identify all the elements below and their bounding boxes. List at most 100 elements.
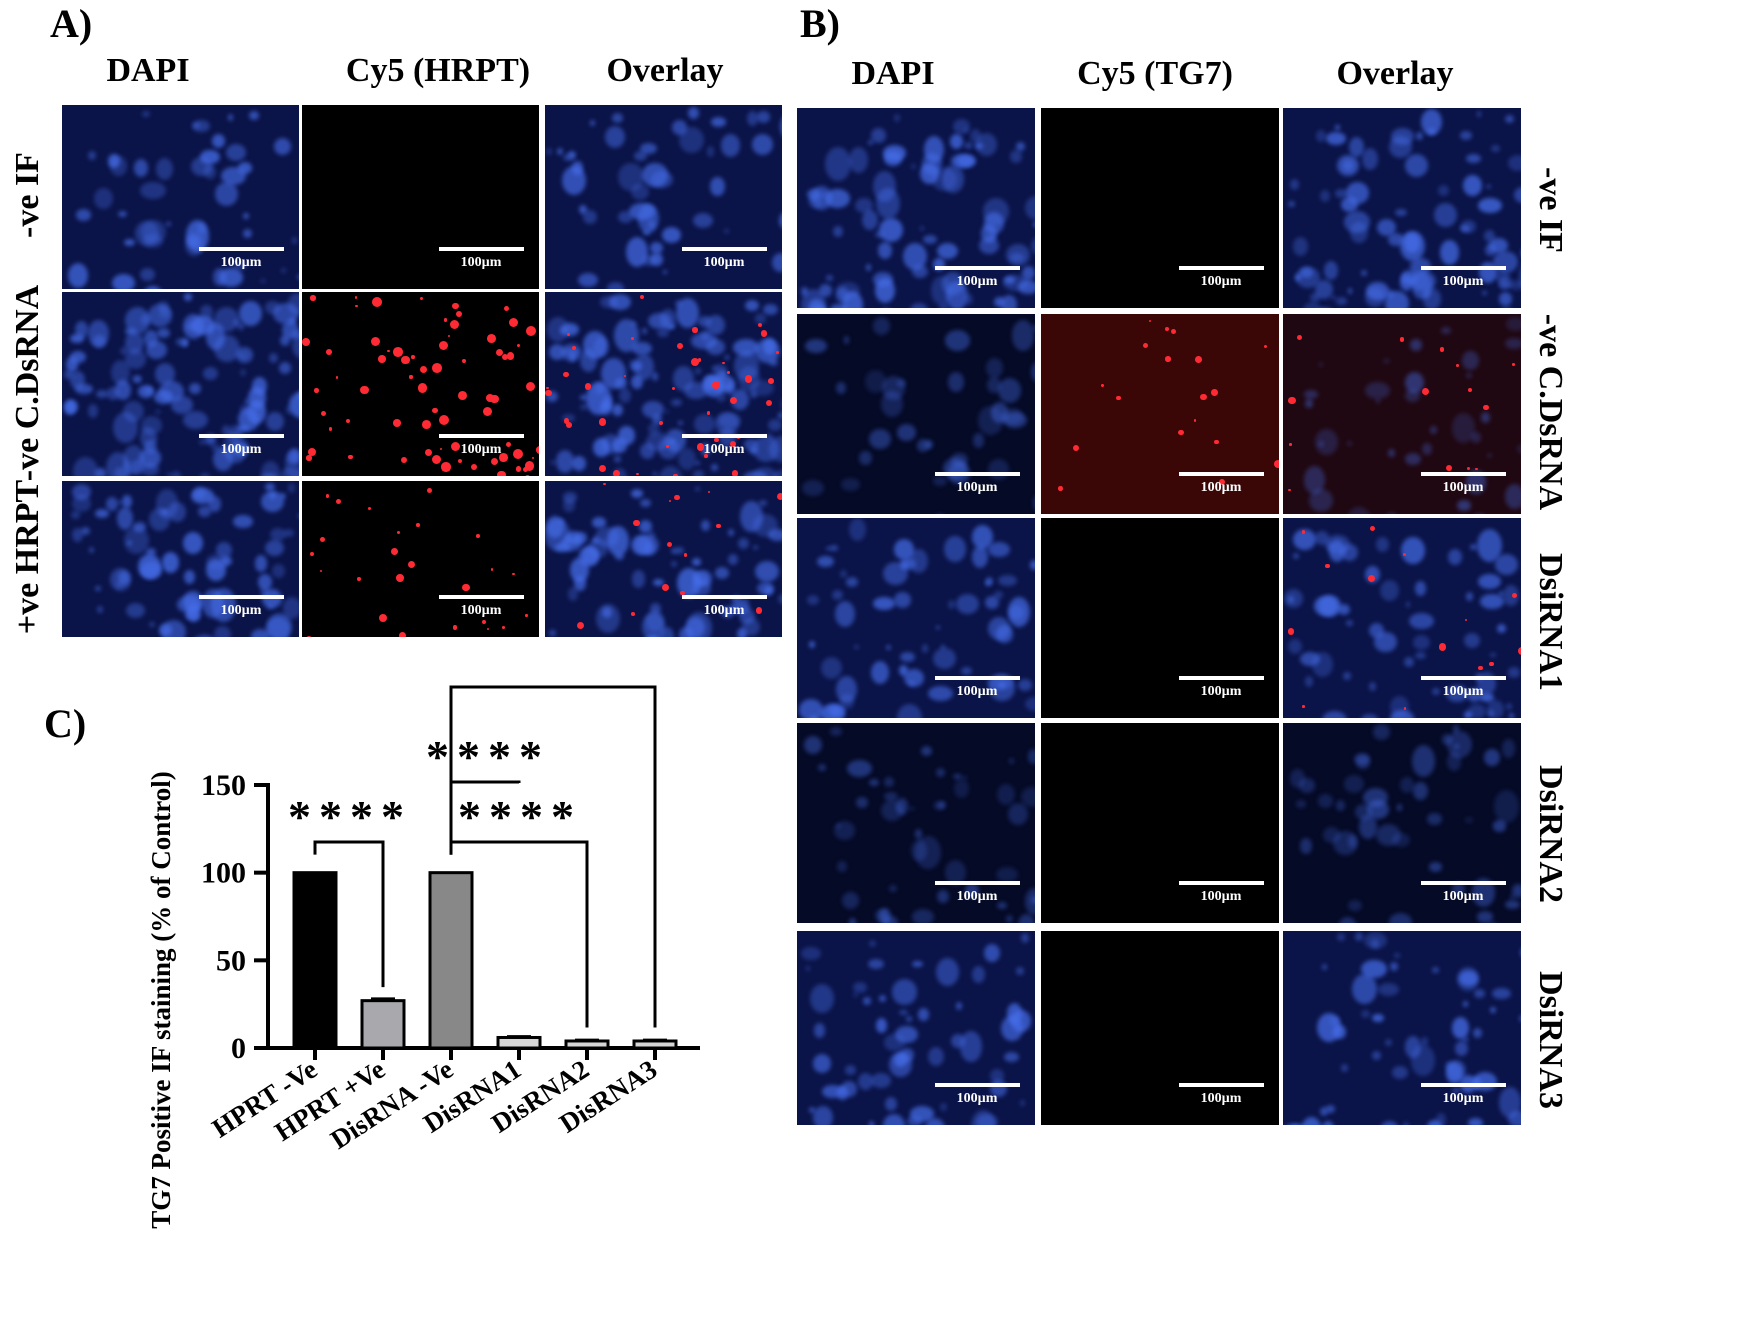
panel-a-tile-r3-c3: 100µm <box>545 481 782 637</box>
scale-bar <box>935 266 1020 270</box>
panel-b-tile-r4-c1: 100µm <box>797 723 1035 923</box>
panel-a-col-overlay: Overlay <box>606 52 724 89</box>
bar-hprt-ve <box>360 999 406 1050</box>
scale-bar-label: 100µm <box>1442 889 1484 904</box>
panel-b-col-cy5: Cy5 (TG7) <box>1077 55 1233 92</box>
panel-b-tile-r1-c2: 100µm <box>1041 108 1279 308</box>
scale-bar <box>1179 472 1264 476</box>
scale-bar-label: 100µm <box>1442 684 1484 699</box>
bar-disrna3 <box>632 1039 678 1050</box>
scale-bar <box>1179 1083 1264 1087</box>
scale-bar-label: 100µm <box>703 442 745 457</box>
panel-b-row-neg-if: -ve IF <box>1532 167 1569 253</box>
panel-b-tile-r2-c2: 100µm <box>1041 314 1279 514</box>
panel-b-row-neg-cdsrna: -ve C.DsRNA <box>1532 313 1569 511</box>
scale-bar-label: 100µm <box>956 274 998 289</box>
scale-bar <box>1421 676 1506 680</box>
panel-b-tile-r4-c2: 100µm <box>1041 723 1279 923</box>
panel-a-tile-r3-c2: 100µm <box>302 481 539 637</box>
panel-b-row-dsirna3: DsiRNA3 <box>1532 971 1569 1109</box>
scale-bar-label: 100µm <box>1200 274 1242 289</box>
scale-bar <box>1179 676 1264 680</box>
panel-a-tile-r1-c2: 100µm <box>302 105 539 289</box>
scale-bar-label: 100µm <box>460 603 502 618</box>
scale-bar <box>1421 1083 1506 1087</box>
scale-bar <box>439 434 524 438</box>
scale-bar-label: 100µm <box>1442 274 1484 289</box>
panel-b-tile-r3-c1: 100µm <box>797 518 1035 718</box>
scale-bar <box>199 434 284 438</box>
panel-a-tile-r2-c3: 100µm <box>545 292 782 476</box>
scale-bar-label: 100µm <box>956 1091 998 1106</box>
panel-a-row-neg-if: -ve IF <box>9 152 46 238</box>
panel-b-tile-r3-c3: 100µm <box>1283 518 1521 718</box>
scale-bar-label: 100µm <box>1200 684 1242 699</box>
scale-bar <box>682 434 767 438</box>
scale-bar-label: 100µm <box>220 442 262 457</box>
chart-axes: 0 50 100 150 <box>201 769 700 1065</box>
scale-bar <box>439 247 524 251</box>
significance-stars: **** <box>493 680 617 687</box>
bar-disrna1 <box>496 1035 542 1050</box>
panel-b-tile-r5-c2: 100µm <box>1041 931 1279 1125</box>
scale-bar-label: 100µm <box>1200 889 1242 904</box>
scale-bar <box>439 595 524 599</box>
scale-bar <box>935 881 1020 885</box>
panel-b-tile-r5-c3: 100µm <box>1283 931 1521 1125</box>
significance-brackets: **** **** **** **** <box>288 680 657 1028</box>
scale-bar-label: 100µm <box>703 603 745 618</box>
panel-b-tile-r2-c3: 100µm <box>1283 314 1521 514</box>
panel-a-label: A) <box>50 1 93 46</box>
panel-b-col-overlay: Overlay <box>1336 55 1454 92</box>
y-tick-label: 150 <box>201 769 246 802</box>
panel-b-tile-r1-c3: 100µm <box>1283 108 1521 308</box>
scale-bar-label: 100µm <box>1200 480 1242 495</box>
scale-bar <box>1421 266 1506 270</box>
scale-bar <box>1421 472 1506 476</box>
panel-b-tile-r5-c1: 100µm <box>797 931 1035 1125</box>
significance-stars: **** <box>426 731 550 782</box>
scale-bar <box>935 472 1020 476</box>
panel-b-label: B) <box>800 1 840 46</box>
bar-disrna2 <box>564 1039 610 1050</box>
scale-bar <box>1421 881 1506 885</box>
significance-bracket <box>313 840 385 988</box>
scale-bar <box>199 595 284 599</box>
panel-b-tile-r2-c1: 100µm <box>797 314 1035 514</box>
panel-a-col-cy5: Cy5 (HRPT) <box>345 52 531 89</box>
y-axis-label: TG7 Positive IF staining (% of Control) <box>146 771 176 1229</box>
scale-bar <box>1179 266 1264 270</box>
chart-bars <box>292 871 678 1050</box>
scale-bar-label: 100µm <box>220 255 262 270</box>
panel-a-tile-r1-c3: 100µm <box>545 105 782 289</box>
y-tick-label: 100 <box>201 857 246 890</box>
panel-b-col-dapi: DAPI <box>851 55 935 92</box>
significance-stars: **** <box>288 791 412 842</box>
scale-bar-label: 100µm <box>460 442 502 457</box>
panel-a-row-pos-hrpt: +ve HRPT <box>9 479 46 635</box>
panel-b-row-dsirna1: DsiRNA1 <box>1532 553 1569 691</box>
scale-bar-label: 100µm <box>956 889 998 904</box>
panel-a-tile-r2-c2: 100µm <box>302 292 539 476</box>
scale-bar-label: 100µm <box>1442 480 1484 495</box>
panel-a-tile-r2-c1: 100µm <box>62 292 299 476</box>
bar-hprt-ve <box>292 871 338 1050</box>
panel-a-row-neg-cdsrna: -ve C.DsRNA <box>9 284 46 482</box>
significance-bracket <box>449 685 657 1028</box>
panel-a-tile-r3-c1: 100µm <box>62 481 299 637</box>
scale-bar <box>1179 881 1264 885</box>
scale-bar-label: 100µm <box>460 255 502 270</box>
y-tick-label: 50 <box>216 944 246 977</box>
panel-b-tile-r4-c3: 100µm <box>1283 723 1521 923</box>
scale-bar <box>682 595 767 599</box>
panel-c-label: C) <box>44 701 87 746</box>
scale-bar-label: 100µm <box>703 255 745 270</box>
scale-bar <box>682 247 767 251</box>
panel-b-tile-r1-c1: 100µm <box>797 108 1035 308</box>
scale-bar-label: 100µm <box>956 480 998 495</box>
bar-chart: TG7 Positive IF staining (% of Control) … <box>146 680 700 1229</box>
scale-bar-label: 100µm <box>1200 1091 1242 1106</box>
y-tick-label: 0 <box>231 1032 246 1065</box>
panel-b-tile-r3-c2: 100µm <box>1041 518 1279 718</box>
